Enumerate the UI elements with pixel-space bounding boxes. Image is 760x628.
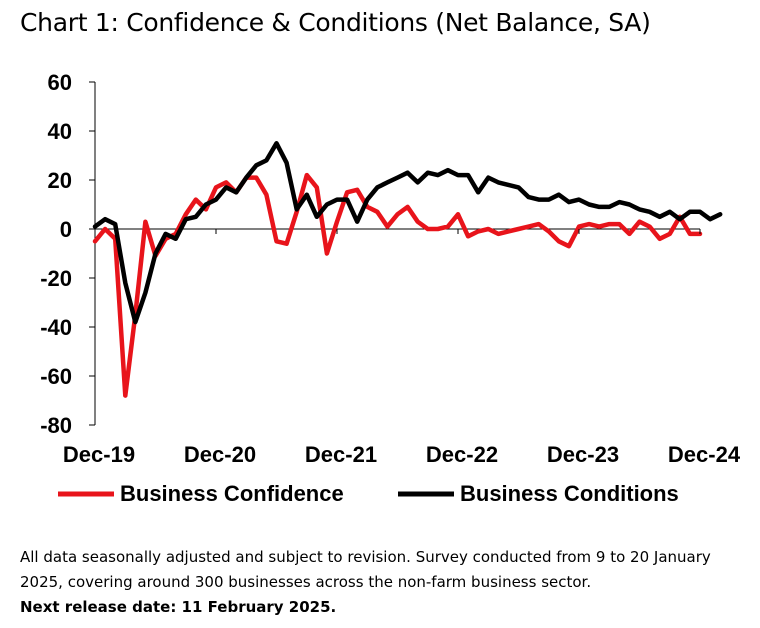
x-tick-label: Dec-19 (63, 442, 135, 467)
y-tick-label: -60 (40, 364, 72, 389)
y-tick-label: 40 (48, 119, 72, 144)
line-chart: 60 40 20 0 -20 -40 -60 -80 Dec-19 Dec-20 Dec-21 Dec… (40, 70, 741, 506)
x-tick-label: Dec-20 (184, 442, 256, 467)
y-tick-label: -20 (40, 266, 72, 291)
y-tick-label: 0 (60, 217, 72, 242)
y-tick-label: -80 (40, 413, 72, 438)
chart-legend: Business Confidence Business Conditions (58, 481, 679, 506)
x-tick-label: Dec-23 (547, 442, 619, 467)
chart-series (92, 141, 723, 398)
x-tick-label: Dec-21 (305, 442, 377, 467)
business-conditions-legend-label: Business Conditions (460, 481, 679, 506)
footnote: All data seasonally adjusted and subject… (20, 545, 750, 620)
y-tick-label: -40 (40, 315, 72, 340)
business-confidence-legend-label: Business Confidence (120, 481, 344, 506)
x-tick-label: Dec-24 (668, 442, 741, 467)
y-tick-label: 20 (48, 168, 72, 193)
footnote-text: All data seasonally adjusted and subject… (20, 548, 711, 591)
chart-axes (94, 82, 700, 425)
x-tick-label: Dec-22 (426, 442, 498, 467)
business-conditions-line (92, 141, 723, 325)
release-date: Next release date: 11 February 2025. (20, 598, 337, 616)
chart-title: Chart 1: Confidence & Conditions (Net Ba… (20, 8, 651, 37)
chart-ticks: 60 40 20 0 -20 -40 -60 -80 Dec-19 Dec-20 Dec-21 Dec… (40, 70, 741, 467)
y-tick-label: 60 (48, 70, 72, 95)
business-confidence-line (92, 172, 703, 398)
